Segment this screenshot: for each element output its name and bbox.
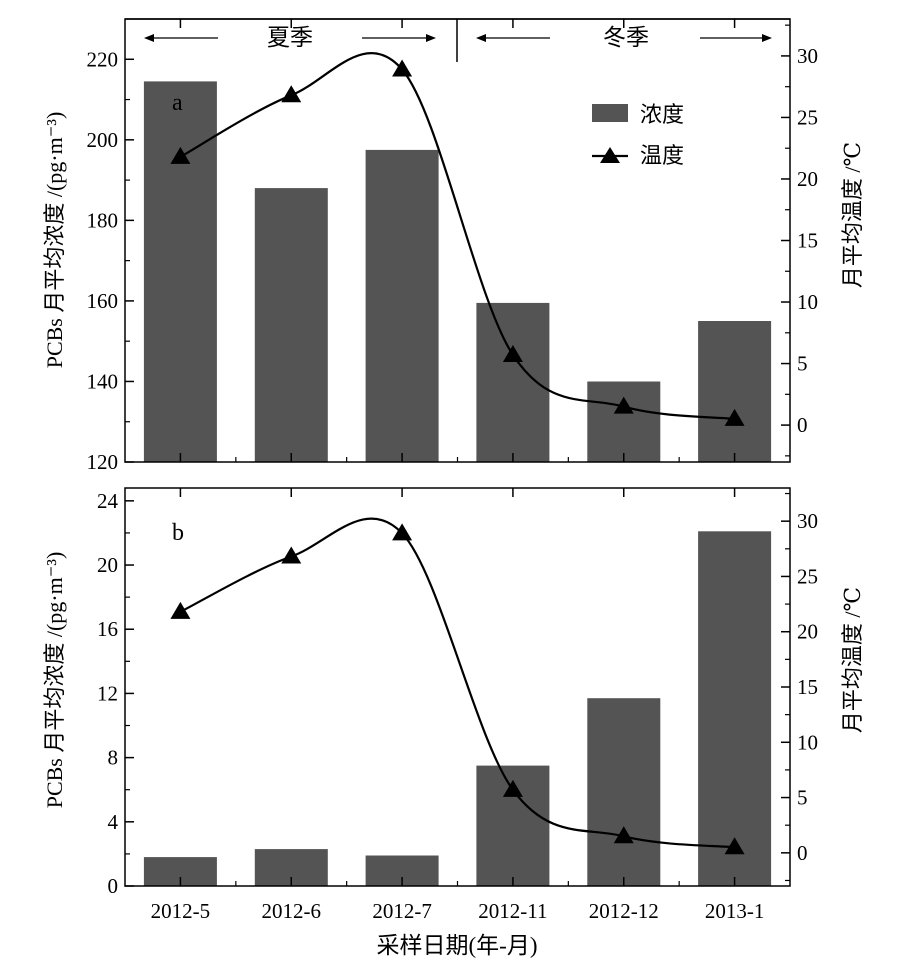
panel-b-left-tick-label: 4 bbox=[108, 810, 119, 834]
panel-a-bar-2012-7 bbox=[365, 149, 439, 462]
panel-b-right-tick-label: 0 bbox=[797, 841, 808, 865]
legend-bar-swatch bbox=[592, 104, 628, 122]
panel-a-ylabel-right: 月平均温度 /℃ bbox=[840, 142, 865, 288]
panel-b-frame bbox=[124, 487, 791, 887]
panel-b-right-tick-label: 20 bbox=[797, 620, 818, 644]
panel-a-markers bbox=[170, 59, 745, 426]
legend-line-label: 温度 bbox=[640, 143, 684, 168]
panel-a-bars bbox=[143, 81, 772, 463]
panel-b-markers bbox=[170, 523, 745, 855]
panel-a-right-tick-label: 15 bbox=[797, 229, 818, 253]
panel-b-left-tick-label: 20 bbox=[97, 553, 118, 577]
panel-b-left-tick-label: 24 bbox=[97, 489, 119, 513]
panel-a-left-tick-label: 200 bbox=[87, 128, 119, 152]
panel-b-left-ticks: 0 4 8 12 16 20 24 bbox=[97, 489, 134, 898]
x-tick-label-2012-12: 2012-12 bbox=[589, 899, 659, 923]
winter-label: 冬季 bbox=[603, 25, 649, 50]
panel-b-temp-marker-2012-7 bbox=[392, 523, 413, 541]
x-tick-label-2013-1: 2013-1 bbox=[705, 899, 765, 923]
x-tick-labels: 2012-5 2012-6 2012-7 2012-11 2012-12 2013-1 bbox=[151, 899, 765, 923]
panel-a-right-tick-label: 0 bbox=[797, 413, 808, 437]
panel-b-bars bbox=[143, 531, 772, 886]
panel-b-bar-2013-1 bbox=[698, 531, 772, 886]
legend-marker-icon bbox=[600, 147, 620, 163]
panel-b-left-tick-label: 16 bbox=[97, 617, 118, 641]
panel-b-ylabel-left: PCBs 月平均浓度 /(pg·m⁻³) bbox=[42, 552, 67, 809]
panel-b-temp-marker-2013-1 bbox=[724, 837, 745, 855]
panel-a-x-ticks bbox=[179, 19, 736, 462]
panel-b-right-tick-label: 30 bbox=[797, 509, 818, 533]
panel-a-frame bbox=[124, 18, 791, 463]
panel-b-left-tick-label: 8 bbox=[108, 746, 119, 770]
legend: 浓度 温度 bbox=[592, 102, 684, 168]
panel-b-temp-marker-2012-12 bbox=[613, 826, 634, 844]
panel-b-x-ticks bbox=[179, 488, 736, 886]
panel-a-bar-2012-5 bbox=[143, 81, 217, 463]
panel-a-ylabel-left: PCBs 月平均浓度 /(pg·m⁻³) bbox=[42, 112, 67, 369]
panel-b-right-ticks: 0 5 10 15 20 25 30 bbox=[781, 492, 818, 882]
summer-label: 夏季 bbox=[267, 25, 313, 50]
season-header: 夏季 冬季 bbox=[125, 18, 790, 62]
panel-a-left-tick-label: 160 bbox=[87, 289, 119, 313]
x-tick-label-2012-5: 2012-5 bbox=[151, 899, 211, 923]
x-tick-label-2012-6: 2012-6 bbox=[262, 899, 322, 923]
x-tick-label-2012-7: 2012-7 bbox=[372, 899, 432, 923]
panel-b-bar-2012-12 bbox=[587, 698, 661, 886]
panel-a-right-tick-label: 5 bbox=[797, 352, 808, 376]
panel-a-temp-marker-2013-1 bbox=[724, 408, 745, 426]
panel-a-right-tick-label: 10 bbox=[797, 290, 818, 314]
panel-b-right-tick-label: 15 bbox=[797, 675, 818, 699]
panel-b-temp-marker-2012-5 bbox=[170, 601, 191, 619]
panel-a-temp-marker-2012-11 bbox=[502, 344, 523, 362]
x-tick-label-2012-11: 2012-11 bbox=[478, 899, 547, 923]
panel-a-bar-2012-6 bbox=[254, 188, 328, 462]
panel-b-temp-marker-2012-11 bbox=[502, 779, 523, 797]
panel-b-right-tick-label: 25 bbox=[797, 564, 818, 588]
panel-a-left-tick-label: 220 bbox=[87, 47, 119, 71]
panel-a-left-tick-label: 120 bbox=[87, 450, 119, 474]
panel-b-right-tick-label: 5 bbox=[797, 786, 808, 810]
panel-b-left-tick-label: 12 bbox=[97, 681, 118, 705]
panel-b-right-tick-label: 10 bbox=[797, 730, 818, 754]
panel-a-left-tick-label: 140 bbox=[87, 369, 119, 393]
panel-b-temp-marker-2012-6 bbox=[281, 546, 302, 564]
panel-a-label: a bbox=[172, 90, 183, 116]
panel-a-bar-2012-12 bbox=[587, 381, 661, 462]
x-axis-title: 采样日期(年-月) bbox=[377, 933, 538, 958]
panel-a-temp-marker-2012-7 bbox=[392, 59, 413, 77]
panel-a-bar-2013-1 bbox=[698, 321, 772, 462]
panel-b: 0 4 8 12 16 20 24 0 5 10 15 20 25 30 b PCBs 月平均浓度 /(… bbox=[42, 487, 865, 923]
panel-a-right-tick-label: 20 bbox=[797, 167, 818, 191]
panel-a-temp-marker-2012-5 bbox=[170, 146, 191, 164]
panel-a-left-ticks: 120 140 160 180 200 220 bbox=[87, 47, 134, 474]
panel-a-left-tick-label: 180 bbox=[87, 208, 119, 232]
panel-b-ylabel-right: 月平均温度 /℃ bbox=[840, 587, 865, 733]
panel-a-right-tick-label: 25 bbox=[797, 105, 818, 129]
panel-b-left-tick-label: 0 bbox=[108, 874, 119, 898]
panel-a-right-ticks: 0 5 10 15 20 25 30 bbox=[781, 24, 818, 457]
panel-b-label: b bbox=[172, 520, 184, 546]
legend-bar-label: 浓度 bbox=[640, 102, 684, 127]
panel-a-temp-marker-2012-6 bbox=[281, 85, 302, 103]
panel-a-temp-marker-2012-12 bbox=[613, 396, 634, 414]
panel-a-right-tick-label: 30 bbox=[797, 44, 818, 68]
